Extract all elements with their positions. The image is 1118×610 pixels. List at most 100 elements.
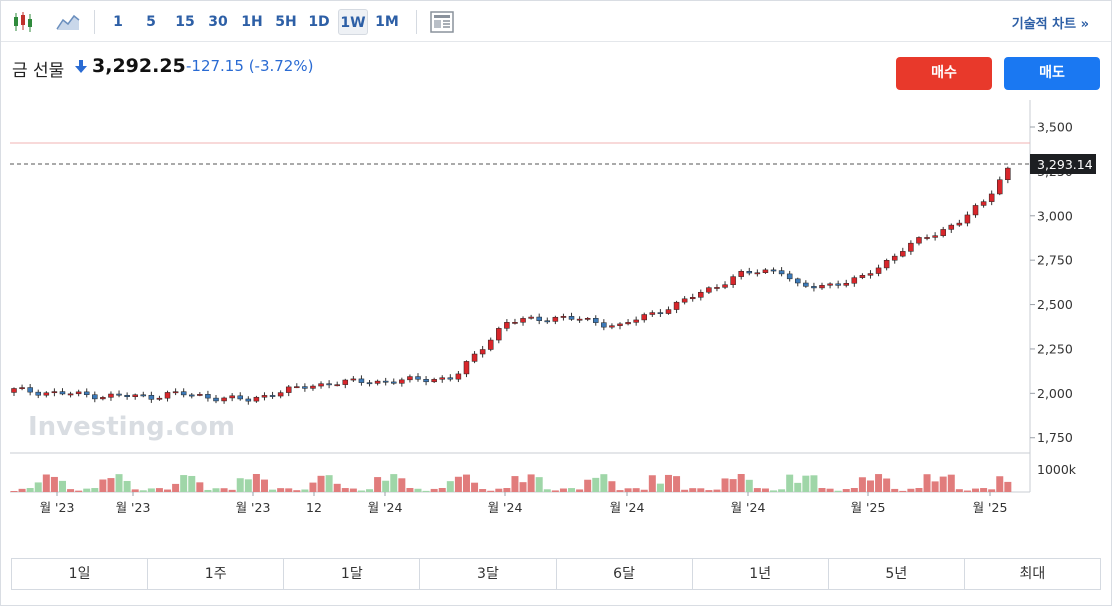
period-1y[interactable]: 1년 [693,559,829,589]
change-percent: (-3.72%) [248,57,314,75]
volume-bar [697,488,705,492]
period-6mo[interactable]: 6달 [557,559,693,589]
volume-bar [996,476,1004,492]
volume-bar [907,488,915,492]
volume-bar [50,476,58,492]
candle-body [601,322,607,328]
volume-bar [260,479,268,492]
candle-body [407,376,413,381]
candle-body [391,381,397,384]
candle-body [83,391,90,395]
volume-bar [1004,481,1012,492]
volume-bar [188,475,196,492]
candle-body [285,386,292,393]
candle-body [116,393,122,396]
candle-body [593,318,599,323]
volume-bar [471,482,479,492]
period-max[interactable]: 최대 [1019,566,1046,582]
candle-body [447,377,454,380]
candle-body [835,283,841,286]
candlestick-chart-icon[interactable] [11,10,35,34]
volume-bar [931,481,939,492]
candle-body [504,322,510,329]
candle-body [956,222,963,226]
interval-5m[interactable]: 5 [146,14,156,30]
interval-1w[interactable]: 1W [338,9,368,35]
volume-bar [737,474,745,492]
x-tick-label: 월 '25 [973,500,1008,515]
news-panel-icon[interactable] [430,11,454,33]
volume-bar [875,474,883,492]
candle-body [415,376,421,380]
x-tick-label: 12 [306,500,322,515]
candle-body [706,287,712,293]
candle-body [544,320,551,323]
volume-bar [398,478,406,492]
volume-bar [414,488,422,492]
volume-bar [244,479,252,492]
interval-15m[interactable]: 15 [175,14,195,30]
volume-bar [624,488,632,492]
interval-5h[interactable]: 5H [275,14,297,30]
candle-body [35,391,41,396]
candle-body [576,318,583,321]
volume-bar [220,488,228,492]
period-1d[interactable]: 1일 [12,559,149,589]
volume-bar [155,488,163,492]
volume-bar [172,483,180,492]
interval-30m[interactable]: 30 [208,14,228,30]
candle-body [698,291,704,298]
volume-bar [883,478,891,492]
volume-bar [293,490,301,492]
volume-bar [34,482,42,492]
candle-body [496,328,502,341]
volume-bar [891,488,899,492]
area-chart-icon[interactable] [56,11,80,33]
interval-1h[interactable]: 1H [241,14,263,30]
candle-body [811,286,817,289]
candle-body [124,394,130,397]
volume-bar [115,474,123,492]
candle-body [843,283,849,286]
candle-body [617,323,623,326]
instrument-name: 금 선물 [12,61,65,81]
candle-body [560,316,567,318]
interval-1mo[interactable]: 1M [375,14,399,30]
period-5y[interactable]: 5년 [829,559,965,589]
candle-body [342,379,349,385]
interval-1d[interactable]: 1D [308,14,330,30]
candle-body [827,283,833,286]
volume-bar [212,488,220,492]
x-tick-label: 월 '24 [610,500,645,515]
period-3mo[interactable]: 3달 [420,559,557,589]
candle-body [11,388,17,393]
candle-body [213,397,219,402]
volume-bar [462,474,470,492]
technical-chart-link[interactable]: 기술적 차트 » [1011,17,1089,32]
buy-button[interactable]: 매수 [896,57,992,90]
price-chart[interactable]: Investing.com 3,5003,2503,0002,7502,5002… [0,95,1112,555]
candle-body [964,214,971,224]
arrow-down-icon [75,60,87,73]
volume-bar [390,474,398,492]
candle-body [374,380,381,384]
period-1mo[interactable]: 1달 [284,559,421,589]
x-tick-label: 월 '23 [40,500,75,515]
candle-body [148,394,155,400]
candle-body [867,273,874,276]
interval-1m[interactable]: 1 [113,14,123,30]
candle-body [714,287,720,289]
volume-bar [164,489,172,492]
volume-bar [802,475,810,492]
candle-body [997,179,1003,195]
volume-bar [826,488,834,492]
candle-body [900,251,906,257]
candle-body [43,392,50,396]
candle-body [326,383,332,386]
candle-body [318,383,324,387]
sell-button[interactable]: 매도 [1004,57,1100,90]
volume-bar [333,483,341,492]
current-price-tag [1030,154,1096,174]
candle-body [350,378,357,381]
period-1w[interactable]: 1주 [148,559,285,589]
